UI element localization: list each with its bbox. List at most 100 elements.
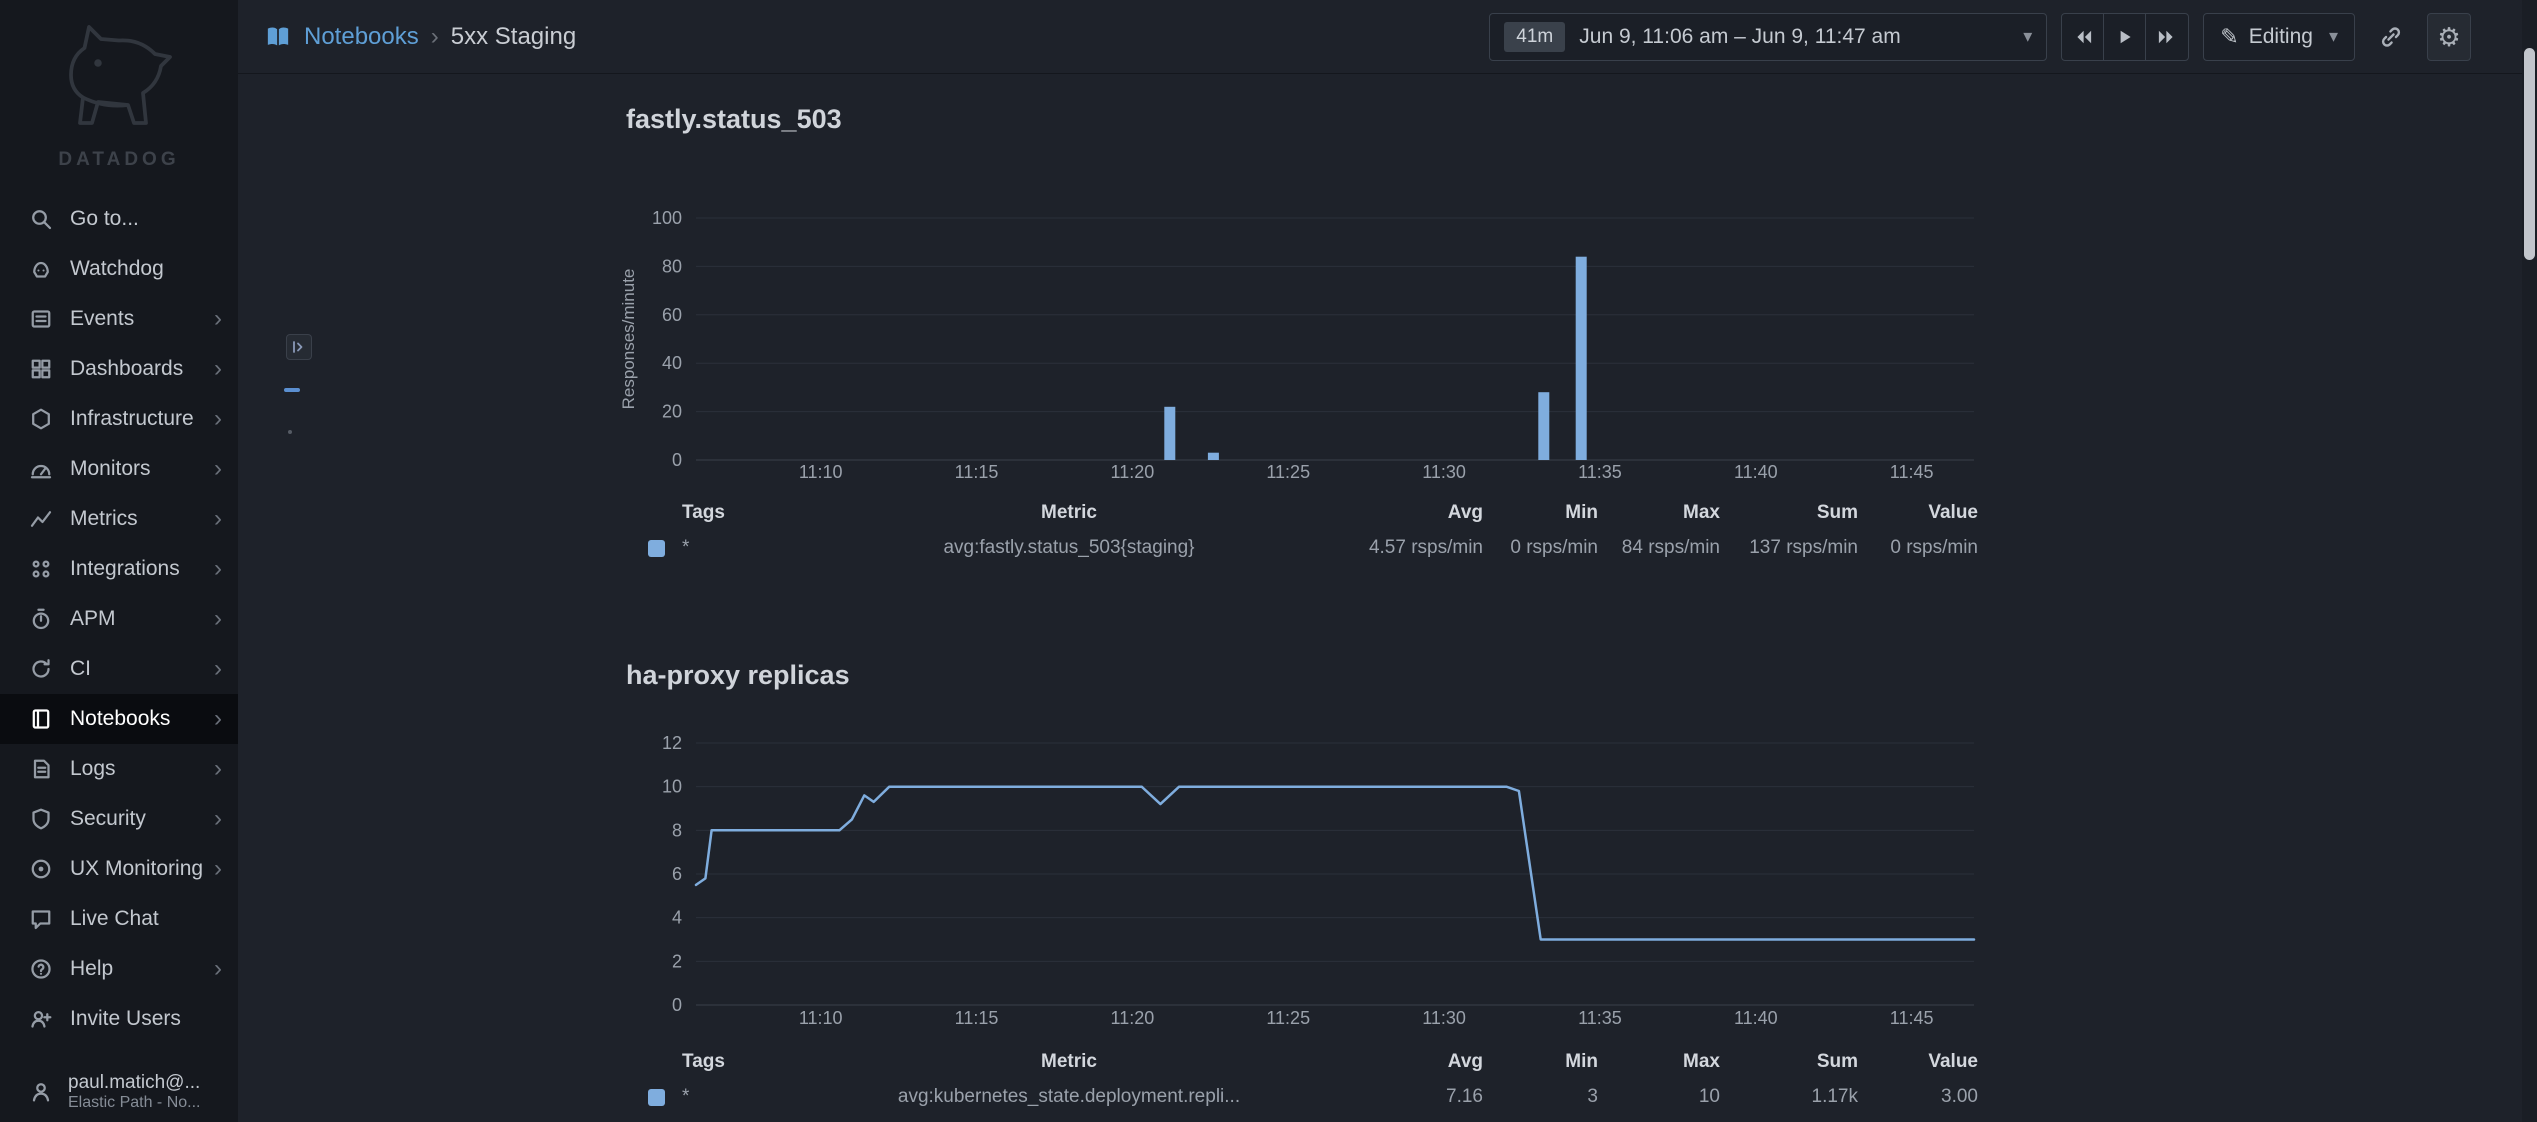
sidebar-item-label: CI <box>70 657 91 680</box>
summary-header-row: Tags Metric Avg Min Max Sum Value <box>636 501 1978 525</box>
logs-icon <box>28 756 54 782</box>
x-tick-label: 11:20 <box>1111 1008 1155 1028</box>
x-tick-label: 11:10 <box>799 462 843 482</box>
timeseries-plot-bars[interactable]: 0 20 40 60 80 100 11:10 11:15 11:20 11:25 11:30 11:… <box>618 196 1982 496</box>
monitors-icon <box>28 456 54 482</box>
user-info: paul.matich@... Elastic Path - No... <box>68 1072 201 1112</box>
summary-col-min: Min <box>1565 502 1598 523</box>
summary-header-row: Tags Metric Avg Min Max Sum Value <box>636 1050 1978 1074</box>
breadcrumb-separator-icon: › <box>430 22 439 50</box>
chevron-right-icon: › <box>214 855 222 882</box>
sidebar-item-label: Integrations <box>70 557 180 580</box>
summary-col-tags: Tags <box>682 1051 725 1072</box>
bar[interactable] <box>1207 452 1219 460</box>
sidebar-item-label: Logs <box>70 757 116 780</box>
sidebar-item-ux-monitoring[interactable]: UX Monitoring › <box>0 844 238 894</box>
breadcrumb-notebooks-link[interactable]: Notebooks <box>304 22 419 50</box>
share-link-button[interactable] <box>2369 13 2413 61</box>
sidebar-item-monitors[interactable]: Monitors › <box>0 444 238 494</box>
datadog-logo[interactable]: DATADOG <box>0 18 238 171</box>
link-icon <box>2381 26 2401 47</box>
scrollbar-thumb[interactable] <box>2524 48 2535 260</box>
skip-back-button[interactable] <box>2062 13 2105 60</box>
summary-col-max: Max <box>1683 1051 1720 1072</box>
summary-row[interactable]: * avg:kubernetes_state.deployment.repli..… <box>636 1083 1978 1111</box>
sidebar-item-go-to[interactable]: Go to... <box>0 194 238 244</box>
edit-mode-dropdown[interactable]: ✎ Editing ▾ <box>2203 12 2355 61</box>
chevron-right-icon: › <box>214 305 222 332</box>
time-duration-badge: 41m <box>1504 21 1566 52</box>
sidebar-item-label: Metrics <box>70 507 138 530</box>
y-tick-label: 4 <box>672 908 682 928</box>
chevron-right-icon: › <box>214 805 222 832</box>
x-tick-label: 11:45 <box>1890 462 1934 482</box>
x-tick-label: 11:35 <box>1578 462 1622 482</box>
sidebar-item-dashboards[interactable]: Dashboards › <box>0 344 238 394</box>
sidebar-item-label: APM <box>70 607 116 630</box>
sidebar: DATADOG Go to... Watchdog Events › Dashboard… <box>0 0 238 1122</box>
bar[interactable] <box>1164 406 1176 460</box>
summary-row[interactable]: * avg:fastly.status_503{staging} 4.57 rsps… <box>636 534 1978 562</box>
sidebar-item-label: Events <box>70 307 135 330</box>
chevron-right-icon: › <box>214 755 222 782</box>
skip-forward-button[interactable] <box>2146 14 2188 60</box>
sidebar-item-integrations[interactable]: Integrations › <box>0 544 238 594</box>
summary-col-min: Min <box>1565 1051 1598 1072</box>
invite-users-icon <box>28 1006 54 1032</box>
x-tick-label: 11:20 <box>1111 462 1155 482</box>
y-tick-label: 80 <box>662 256 682 276</box>
metrics-icon <box>28 506 54 532</box>
summary-col-metric: Metric <box>1041 502 1097 523</box>
collapsed-cell-indicator[interactable] <box>284 388 300 392</box>
y-axis-title: Responses/minute <box>619 269 638 410</box>
time-range-selector[interactable]: 41m Jun 9, 11:06 am – Jun 9, 11:47 am ▾ <box>1489 12 2048 61</box>
sidebar-item-label: Help <box>70 957 114 980</box>
legend-swatch[interactable] <box>648 539 665 557</box>
chevron-down-icon: ▾ <box>2328 26 2338 46</box>
y-tick-label: 6 <box>672 864 682 884</box>
chevron-right-icon: › <box>214 455 222 482</box>
sidebar-item-metrics[interactable]: Metrics › <box>0 494 238 544</box>
legend-swatch[interactable] <box>648 1088 665 1106</box>
chevron-down-icon: ▾ <box>2023 26 2033 46</box>
expand-panel-button[interactable] <box>286 334 312 360</box>
sidebar-item-notebooks[interactable]: Notebooks › <box>0 694 238 744</box>
play-button[interactable] <box>2104 13 2147 60</box>
sidebar-item-logs[interactable]: Logs › <box>0 744 238 794</box>
vertical-scrollbar[interactable] <box>2522 0 2537 1122</box>
timeseries-plot-line[interactable]: 0 2 4 6 8 10 12 11:10 11:15 11:20 11:25 11:30 11:35 1… <box>618 720 1982 1038</box>
chevron-right-icon: › <box>214 355 222 382</box>
sidebar-item-label: Invite Users <box>70 1007 181 1030</box>
y-tick-label: 100 <box>652 208 682 228</box>
x-tick-label: 11:45 <box>1890 1008 1934 1028</box>
notebook-content: fastly.status_503 0 20 40 60 80 100 11:10 11:15… <box>238 74 2537 1122</box>
sidebar-item-label: Infrastructure <box>70 407 194 430</box>
sidebar-item-events[interactable]: Events › <box>0 294 238 344</box>
sidebar-item-infrastructure[interactable]: Infrastructure › <box>0 394 238 444</box>
panel-expand-icon <box>293 341 303 353</box>
summary-cell-metric: avg:kubernetes_state.deployment.repli... <box>897 1086 1241 1107</box>
sidebar-item-security[interactable]: Security › <box>0 794 238 844</box>
edit-mode-label: Editing <box>2248 24 2313 48</box>
logo-wordmark: DATADOG <box>58 149 180 170</box>
chart-summary-table: Tags Metric Avg Min Max Sum Value * avg:kubernet… <box>636 1050 1978 1111</box>
settings-button[interactable]: ⚙ <box>2427 12 2471 61</box>
bar[interactable] <box>1538 392 1550 460</box>
sidebar-item-label: Watchdog <box>70 257 164 280</box>
watchdog-icon <box>28 256 54 282</box>
sidebar-item-label: UX Monitoring <box>70 857 204 880</box>
x-tick-label: 11:30 <box>1422 462 1466 482</box>
sidebar-item-ci[interactable]: CI › <box>0 644 238 694</box>
bar[interactable] <box>1575 256 1587 460</box>
sidebar-item-watchdog[interactable]: Watchdog <box>0 244 238 294</box>
sidebar-item-invite-users[interactable]: Invite Users <box>0 994 238 1044</box>
main-area: Notebooks › 5xx Staging 41m Jun 9, 11:06… <box>238 0 2537 1122</box>
chevron-right-icon: › <box>214 555 222 582</box>
user-menu[interactable]: paul.matich@... Elastic Path - No... <box>0 1072 238 1118</box>
gear-icon: ⚙ <box>2437 21 2461 52</box>
integrations-icon <box>28 556 54 582</box>
line-series[interactable] <box>694 785 1976 941</box>
sidebar-item-apm[interactable]: APM › <box>0 594 238 644</box>
sidebar-item-live-chat[interactable]: Live Chat <box>0 894 238 944</box>
sidebar-item-help[interactable]: Help › <box>0 944 238 994</box>
